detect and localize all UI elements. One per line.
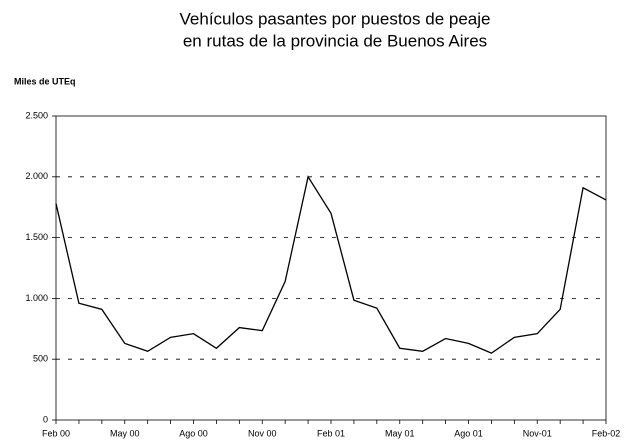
y-tick-label: 2.500: [25, 110, 48, 120]
y-axis-label: Miles de UTEq: [14, 76, 76, 86]
chart-title: Vehículos pasantes por puestos de peaje: [180, 9, 491, 28]
y-tick-label: 1.500: [25, 232, 48, 242]
x-tick-label: Ago 00: [179, 428, 208, 438]
x-tick-label: Feb-02: [592, 428, 621, 438]
x-tick-label: May 01: [385, 428, 415, 438]
x-tick-label: Feb 01: [317, 428, 345, 438]
x-tick-label: Nov-01: [523, 428, 552, 438]
y-tick-label: 2.000: [25, 171, 48, 181]
y-tick-label: 500: [33, 354, 48, 364]
x-tick-label: Feb 00: [42, 428, 70, 438]
y-tick-label: 1.000: [25, 293, 48, 303]
chart-title: en rutas de la provincia de Buenos Aires: [183, 31, 487, 50]
x-tick-label: Nov 00: [248, 428, 277, 438]
x-tick-label: Ago 01: [454, 428, 483, 438]
plot-area: [55, 115, 607, 421]
x-tick-label: May 00: [110, 428, 140, 438]
data-line: [55, 175, 607, 354]
y-tick-label: 0: [43, 414, 48, 424]
